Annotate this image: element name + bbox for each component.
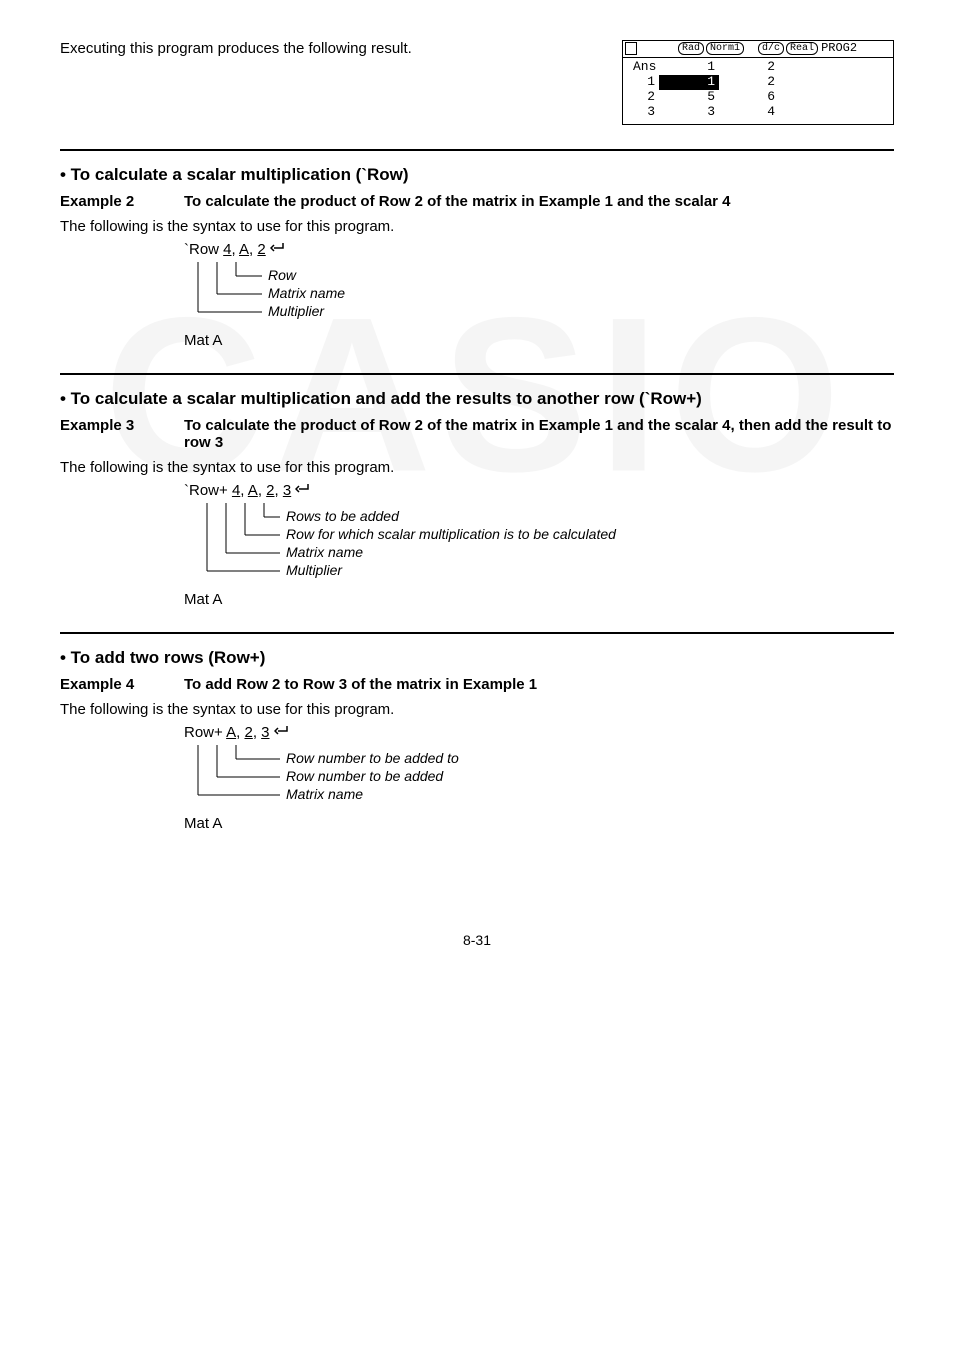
enter-icon [270,242,286,254]
cell-3-1: 3 [659,105,719,120]
cell-3-2: 4 [719,105,779,120]
example-3-label: Example 3 [60,417,184,451]
doc-icon [625,42,637,55]
cmd-rowplus-add: Row+ A, 2, 3 [184,724,894,741]
cell-1-2: 2 [719,75,779,90]
cmd-row: `Row 4, A, 2 [184,241,894,258]
intro-text: Executing this program produces the foll… [60,40,622,57]
section-1-heading: • To calculate a scalar multiplication (… [60,165,894,185]
row-idx-3: 3 [629,105,659,120]
cell-2-1: 5 [659,90,719,105]
page-number: 8-31 [60,932,894,948]
mat-a-2: Mat A [184,591,894,608]
section-3-heading: • To add two rows (Row+) [60,648,894,668]
svg-text:Multiplier: Multiplier [268,303,325,319]
pill-rad: Rad [678,42,704,55]
section-2-heading: • To calculate a scalar multiplication a… [60,389,894,409]
prog-label: PROG2 [821,42,857,56]
cell-1-1: 1 [659,75,719,90]
svg-text:Rows to be added: Rows to be added [286,508,400,524]
example-2-label: Example 2 [60,193,184,210]
section-2-intro: The following is the syntax to use for t… [60,459,894,476]
calculator-screenshot: Rad Norm1 d/c Real PROG2 Ans 1 2 1 1 2 2… [622,40,894,125]
enter-icon [295,483,311,495]
mat-a-1: Mat A [184,332,894,349]
pill-norm: Norm1 [706,42,744,55]
svg-text:Row for which scalar multiplic: Row for which scalar multiplication is t… [286,526,617,542]
section-3-intro: The following is the syntax to use for t… [60,701,894,718]
cmd-rowplus: `Row+ 4, A, 2, 3 [184,482,894,499]
svg-text:Matrix name: Matrix name [286,786,363,802]
cell-2-2: 6 [719,90,779,105]
example-4-label: Example 4 [60,676,184,693]
mat-a-3: Mat A [184,815,894,832]
annotation-lines-2: Rows to be added Row for which scalar mu… [184,503,744,587]
enter-icon [274,725,290,737]
annotation-lines-1: Row Matrix name Multiplier [184,262,444,328]
example-2-text: To calculate the product of Row 2 of the… [184,193,731,210]
example-4-text: To add Row 2 to Row 3 of the matrix in E… [184,676,537,693]
section-1-intro: The following is the syntax to use for t… [60,218,894,235]
svg-text:Row number to be added to: Row number to be added to [286,750,459,766]
example-3-text: To calculate the product of Row 2 of the… [184,417,894,451]
col-1: 1 [659,60,719,75]
pill-real: Real [786,42,818,55]
pill-dc: d/c [758,42,784,55]
svg-text:Matrix name: Matrix name [268,285,345,301]
svg-text:Row: Row [268,267,297,283]
svg-text:Multiplier: Multiplier [286,562,343,578]
svg-text:Matrix name: Matrix name [286,544,363,560]
col-2: 2 [719,60,779,75]
row-idx-1: 1 [629,75,659,90]
ans-label: Ans [629,60,659,75]
svg-text:Row number to be added: Row number to be added [286,768,444,784]
annotation-lines-3: Row number to be added to Row number to … [184,745,544,811]
row-idx-2: 2 [629,90,659,105]
